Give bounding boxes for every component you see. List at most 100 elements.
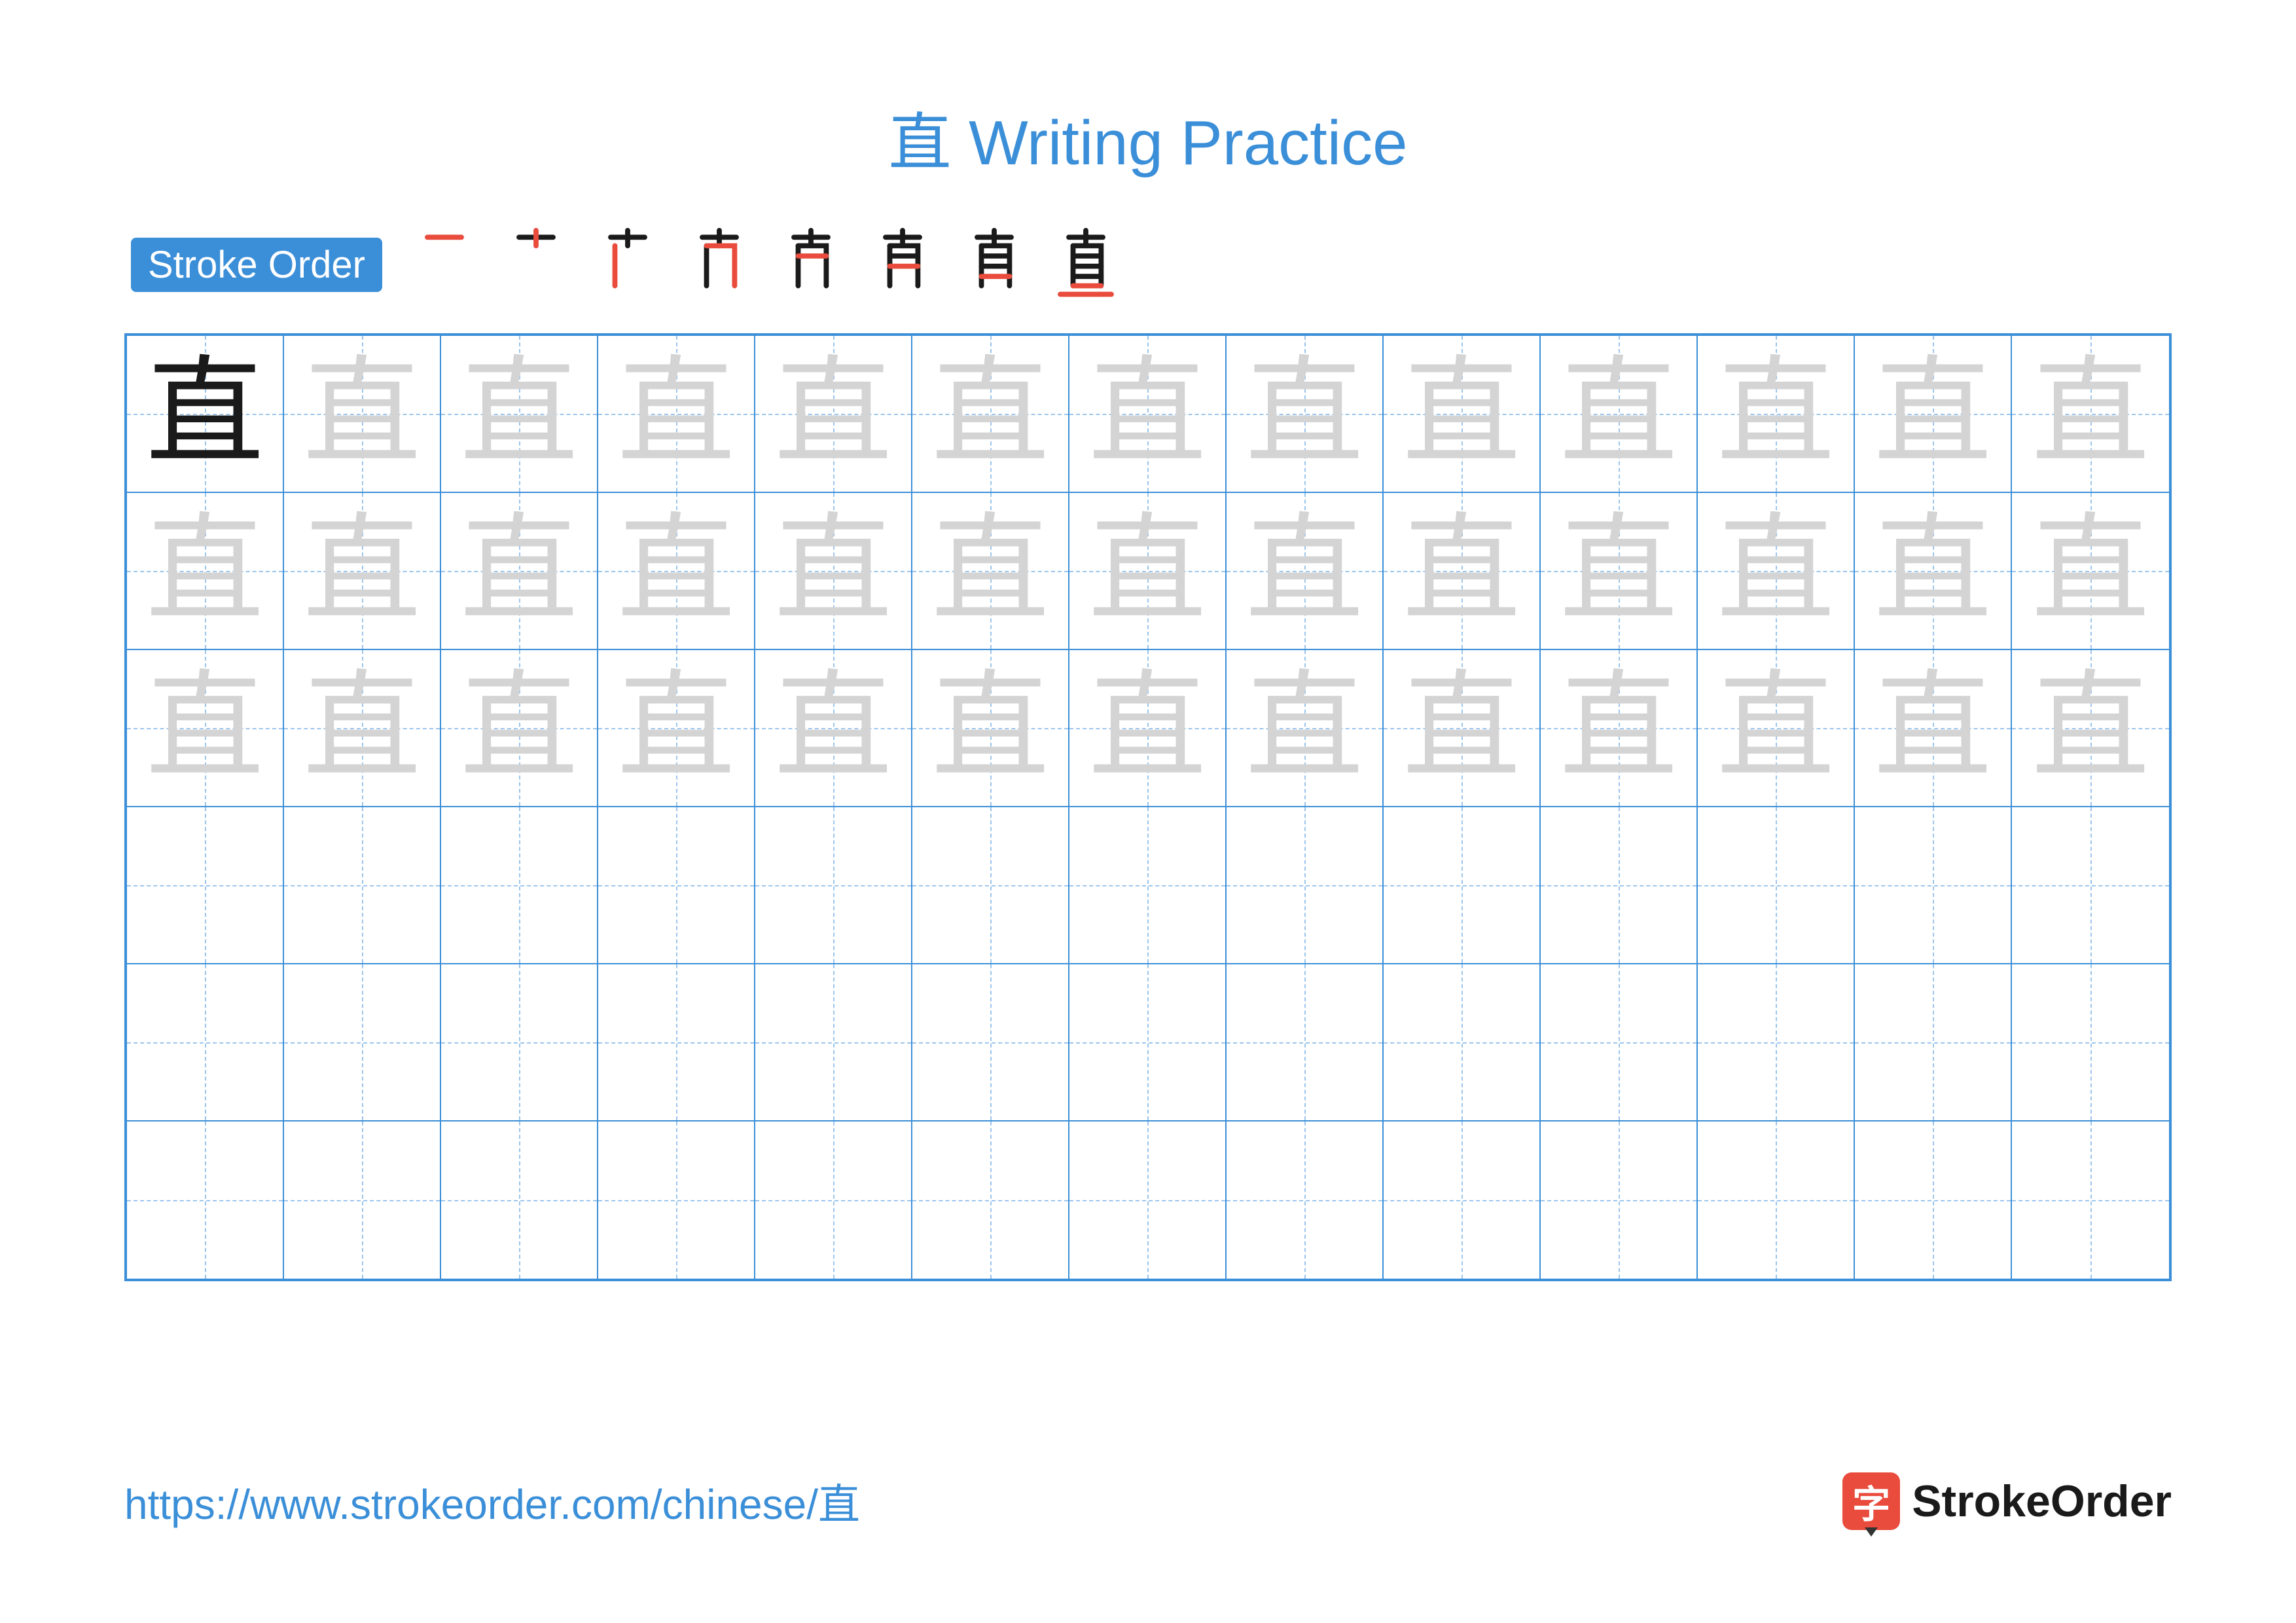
grid-cell (1227, 964, 1384, 1122)
grid-cell (598, 807, 755, 964)
grid-row: 直直直直直直直直直直直直直 (127, 650, 2169, 807)
stroke-step-1 (402, 222, 487, 307)
grid-row (127, 807, 2169, 964)
grid-cell (755, 964, 912, 1122)
trace-character: 直 (303, 512, 421, 630)
trace-character: 直 (1717, 669, 1835, 787)
grid-cell: 直 (755, 650, 912, 807)
grid-row: 直直直直直直直直直直直直直 (127, 336, 2169, 493)
trace-character: 直 (1246, 355, 1363, 473)
grid-cell: 直 (598, 336, 755, 493)
stroke-step-6 (860, 222, 945, 307)
trace-character: 直 (617, 355, 735, 473)
trace-character: 直 (146, 669, 264, 787)
grid-cell: 直 (1698, 650, 1855, 807)
grid-cell: 直 (441, 336, 598, 493)
grid-cell (1069, 807, 1227, 964)
page-title: 直 Writing Practice (124, 92, 2172, 183)
grid-cell (912, 964, 1069, 1122)
grid-cell: 直 (1541, 493, 1698, 650)
grid-cell: 直 (2012, 650, 2169, 807)
grid-cell: 直 (1855, 493, 2012, 650)
grid-cell (598, 964, 755, 1122)
grid-cell (912, 807, 1069, 964)
trace-character: 直 (931, 669, 1049, 787)
trace-character: 直 (303, 355, 421, 473)
grid-cell: 直 (1698, 493, 1855, 650)
grid-cell: 直 (912, 650, 1069, 807)
stroke-step-3 (585, 222, 670, 307)
grid-cell: 直 (2012, 336, 2169, 493)
trace-character: 直 (1874, 669, 1992, 787)
trace-character: 直 (617, 669, 735, 787)
trace-character: 直 (2032, 512, 2149, 630)
grid-cell (441, 807, 598, 964)
grid-cell: 直 (284, 336, 441, 493)
grid-cell (1227, 1122, 1384, 1279)
trace-character: 直 (1560, 355, 1677, 473)
grid-row (127, 1122, 2169, 1279)
grid-cell (1698, 1122, 1855, 1279)
grid-cell: 直 (1227, 336, 1384, 493)
grid-cell (1698, 807, 1855, 964)
grid-cell (127, 807, 284, 964)
trace-character: 直 (1403, 355, 1520, 473)
logo-text: StrokeOrder (1912, 1476, 2172, 1527)
grid-cell: 直 (1541, 336, 1698, 493)
grid-cell: 直 (1384, 336, 1541, 493)
grid-cell: 直 (127, 336, 284, 493)
grid-cell (441, 964, 598, 1122)
grid-cell (1384, 1122, 1541, 1279)
trace-character: 直 (774, 355, 892, 473)
grid-cell (284, 964, 441, 1122)
stroke-step-4 (677, 222, 762, 307)
logo: 字 StrokeOrder (1842, 1472, 2172, 1530)
grid-cell: 直 (1698, 336, 1855, 493)
stroke-step-8 (1043, 222, 1128, 307)
model-character: 直 (146, 355, 264, 473)
grid-cell (1069, 1122, 1227, 1279)
grid-cell: 直 (755, 336, 912, 493)
stroke-order-badge: Stroke Order (131, 238, 382, 292)
trace-character: 直 (1088, 669, 1206, 787)
grid-cell: 直 (1069, 650, 1227, 807)
trace-character: 直 (2032, 355, 2149, 473)
grid-cell: 直 (1384, 650, 1541, 807)
stroke-steps (402, 222, 1128, 307)
stroke-step-2 (493, 222, 579, 307)
grid-cell: 直 (598, 493, 755, 650)
grid-cell (1384, 964, 1541, 1122)
grid-cell (1069, 964, 1227, 1122)
trace-character: 直 (1717, 512, 1835, 630)
trace-character: 直 (1560, 669, 1677, 787)
grid-cell (1855, 964, 2012, 1122)
trace-character: 直 (1246, 512, 1363, 630)
grid-cell: 直 (284, 650, 441, 807)
grid-cell: 直 (598, 650, 755, 807)
grid-cell (284, 807, 441, 964)
grid-row: 直直直直直直直直直直直直直 (127, 493, 2169, 650)
grid-cell: 直 (1855, 650, 2012, 807)
grid-cell: 直 (127, 650, 284, 807)
trace-character: 直 (146, 512, 264, 630)
trace-character: 直 (774, 669, 892, 787)
grid-cell: 直 (1541, 650, 1698, 807)
trace-character: 直 (617, 512, 735, 630)
trace-character: 直 (460, 355, 578, 473)
trace-character: 直 (1874, 355, 1992, 473)
grid-cell (284, 1122, 441, 1279)
trace-character: 直 (460, 669, 578, 787)
grid-cell: 直 (2012, 493, 2169, 650)
grid-cell (1541, 1122, 1698, 1279)
grid-cell: 直 (441, 650, 598, 807)
grid-cell: 直 (1227, 493, 1384, 650)
grid-row (127, 964, 2169, 1122)
trace-character: 直 (1874, 512, 1992, 630)
grid-cell: 直 (1855, 336, 2012, 493)
grid-cell (127, 964, 284, 1122)
trace-character: 直 (1403, 512, 1520, 630)
grid-cell (1855, 807, 2012, 964)
grid-cell: 直 (912, 336, 1069, 493)
grid-cell (755, 807, 912, 964)
grid-cell (441, 1122, 598, 1279)
